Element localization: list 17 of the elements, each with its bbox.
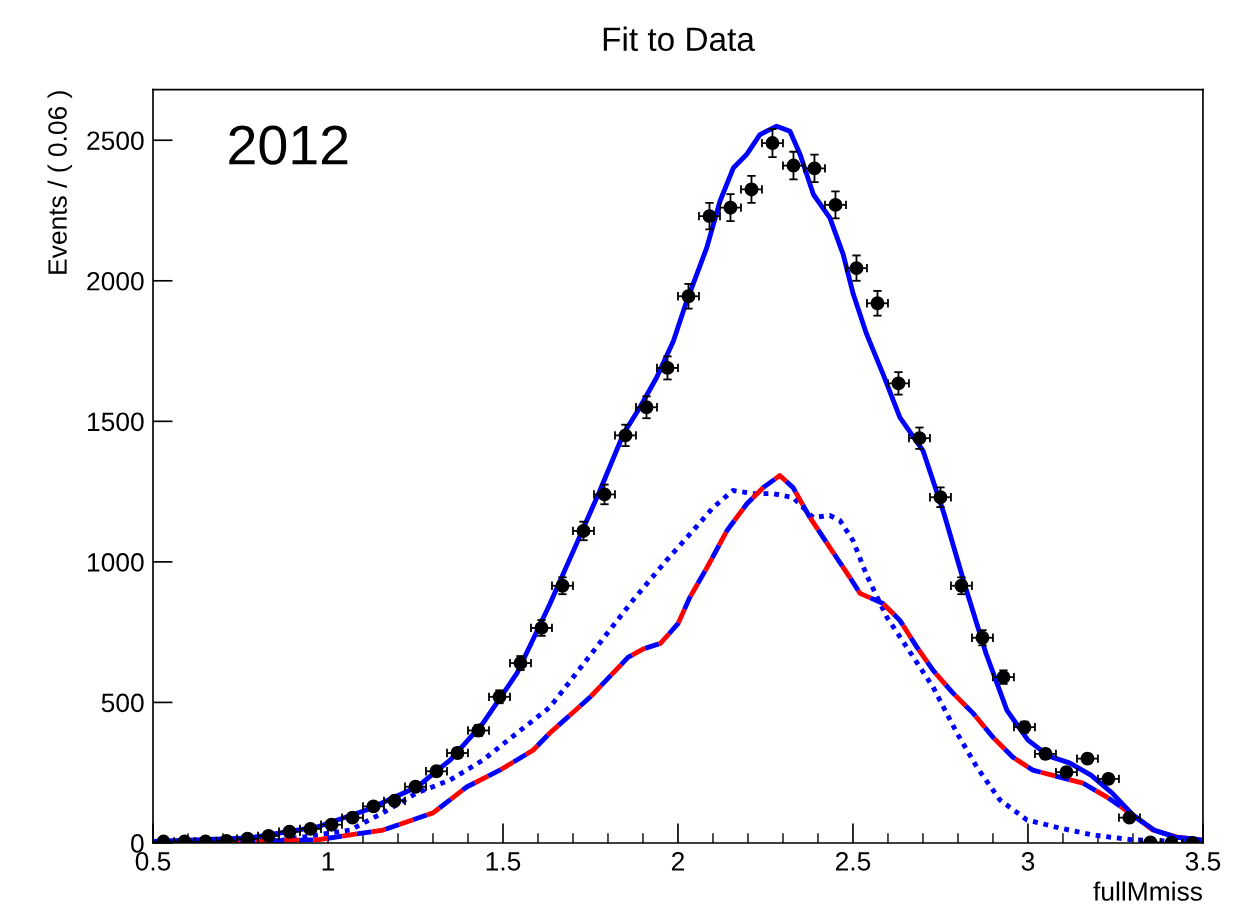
x-tick-label: 0.5 <box>135 851 171 871</box>
y-tick-label: 2000 <box>87 271 144 291</box>
x-tick-label: 3 <box>1021 851 1035 871</box>
x-tick-label: 2.5 <box>835 851 871 871</box>
y-tick-label: 2500 <box>87 131 144 151</box>
y-tick-label: 1500 <box>87 412 144 432</box>
chart-title: Fit to Data <box>603 26 755 52</box>
y-axis-title: Events / ( 0.06 ) <box>47 91 73 274</box>
x-tick-label: 1 <box>322 852 335 871</box>
x-tick-label: 3.5 <box>1185 851 1221 871</box>
y-tick-label: 1000 <box>87 553 144 572</box>
y-tick-label: 0 <box>131 834 144 853</box>
x-axis-title: fullMmiss <box>1093 881 1202 901</box>
y-tick-label: 500 <box>101 693 144 713</box>
x-tick-label: 2 <box>671 851 684 871</box>
annotation: 2012 <box>229 125 348 165</box>
x-tick-label: 1.5 <box>486 852 521 871</box>
